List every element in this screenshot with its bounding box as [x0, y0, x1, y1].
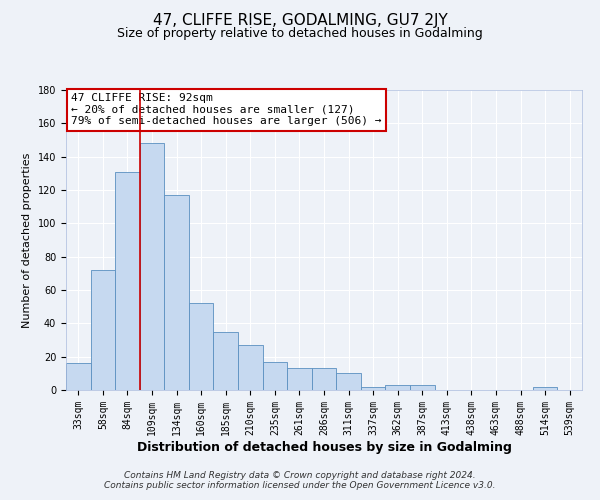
Text: 47 CLIFFE RISE: 92sqm
← 20% of detached houses are smaller (127)
79% of semi-det: 47 CLIFFE RISE: 92sqm ← 20% of detached … — [71, 93, 382, 126]
Bar — [287, 368, 312, 390]
X-axis label: Distribution of detached houses by size in Godalming: Distribution of detached houses by size … — [137, 440, 511, 454]
Bar — [214, 332, 238, 390]
Text: Size of property relative to detached houses in Godalming: Size of property relative to detached ho… — [117, 28, 483, 40]
Bar — [410, 385, 434, 390]
Bar — [361, 386, 385, 390]
Bar — [263, 362, 287, 390]
Y-axis label: Number of detached properties: Number of detached properties — [22, 152, 32, 328]
Bar — [91, 270, 115, 390]
Text: 47, CLIFFE RISE, GODALMING, GU7 2JY: 47, CLIFFE RISE, GODALMING, GU7 2JY — [152, 12, 448, 28]
Bar — [336, 374, 361, 390]
Bar — [66, 364, 91, 390]
Bar — [312, 368, 336, 390]
Bar — [385, 385, 410, 390]
Bar — [115, 172, 140, 390]
Bar — [164, 195, 189, 390]
Bar — [189, 304, 214, 390]
Text: Contains HM Land Registry data © Crown copyright and database right 2024.
Contai: Contains HM Land Registry data © Crown c… — [104, 470, 496, 490]
Bar — [238, 345, 263, 390]
Bar — [533, 386, 557, 390]
Bar — [140, 144, 164, 390]
